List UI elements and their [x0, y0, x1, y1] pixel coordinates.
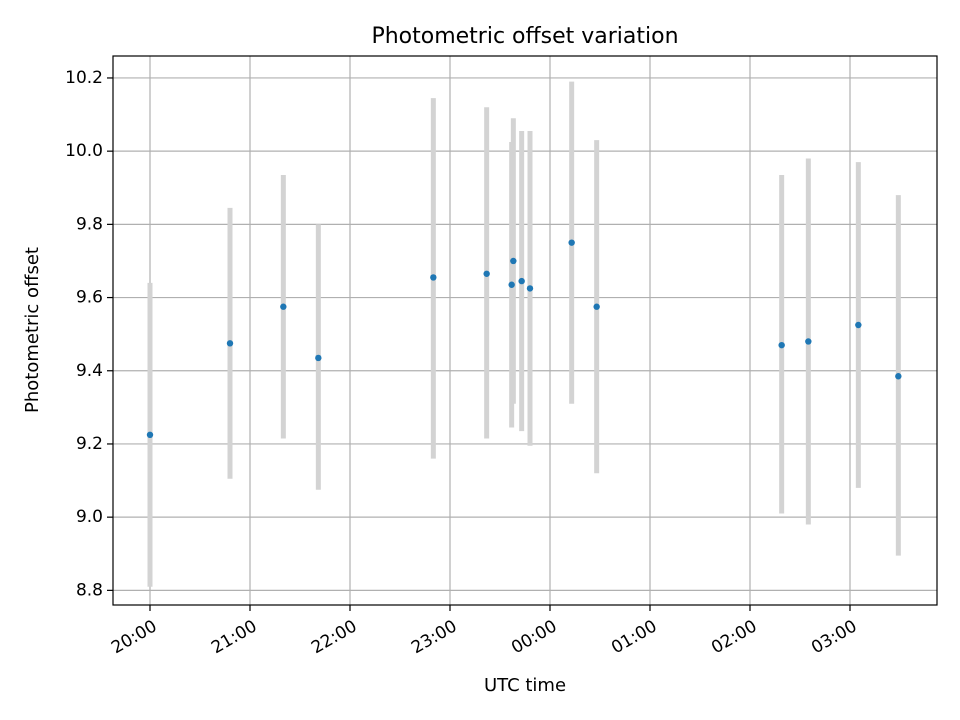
grid-layer	[113, 56, 937, 605]
tick-layer: 20:00 21:00 22:00 23:00 00:00 01:00 02:00 03:00…	[65, 68, 860, 658]
y-tick-label: 10.2	[65, 68, 103, 88]
data-point	[518, 277, 525, 285]
y-tick-label: 8.8	[76, 580, 103, 600]
x-tick-label: 21:00	[208, 616, 260, 658]
y-tick-label: 9.6	[76, 288, 103, 308]
y-tick-label: 9.0	[76, 507, 103, 527]
data-point	[526, 285, 534, 292]
data-point	[508, 281, 515, 288]
data-point	[593, 303, 600, 310]
data-point	[778, 341, 785, 349]
marker-layer	[146, 239, 902, 439]
x-tick-label: 20:00	[108, 616, 160, 658]
x-tick-label: 01:00	[608, 616, 660, 658]
data-point	[568, 239, 575, 246]
data-point	[805, 338, 812, 345]
data-point	[226, 340, 234, 347]
x-axis-label: UTC time	[484, 675, 566, 696]
y-axis-label: Photometric offset	[22, 247, 43, 413]
x-tick-label: 23:00	[408, 616, 460, 658]
data-point	[280, 303, 287, 310]
x-tick-label: 03:00	[808, 616, 860, 658]
data-point	[430, 274, 437, 281]
data-point	[146, 431, 154, 439]
data-point	[855, 321, 862, 329]
errorbar-layer	[147, 81, 901, 587]
chart-title: Photometric offset variation	[371, 24, 678, 49]
data-point	[510, 257, 517, 265]
data-point	[315, 354, 322, 362]
y-tick-label: 10.0	[65, 141, 103, 161]
x-tick-label: 02:00	[708, 616, 760, 658]
x-tick-label: 00:00	[508, 616, 560, 658]
plot-frame	[112, 55, 938, 606]
y-tick-label: 9.8	[76, 214, 103, 234]
data-point	[895, 373, 902, 380]
y-tick-label: 9.2	[76, 434, 103, 454]
y-tick-label: 9.4	[76, 361, 103, 381]
data-point	[483, 270, 490, 277]
x-tick-label: 22:00	[308, 616, 360, 658]
